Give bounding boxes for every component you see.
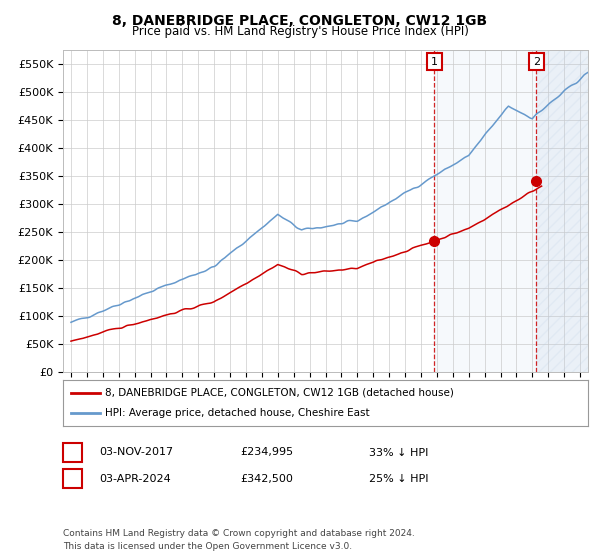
Text: HPI: Average price, detached house, Cheshire East: HPI: Average price, detached house, Ches… (105, 408, 370, 418)
Text: 1: 1 (431, 57, 438, 67)
Text: 03-APR-2024: 03-APR-2024 (99, 474, 171, 484)
Bar (536, 50, 588, 372)
Text: £234,995: £234,995 (240, 447, 293, 458)
Text: 2: 2 (533, 57, 540, 67)
Text: 25% ↓ HPI: 25% ↓ HPI (369, 474, 428, 484)
Text: Contains HM Land Registry data © Crown copyright and database right 2024.
This d: Contains HM Land Registry data © Crown c… (63, 529, 415, 550)
Bar (434, 50, 588, 372)
Text: 33% ↓ HPI: 33% ↓ HPI (369, 447, 428, 458)
Text: Price paid vs. HM Land Registry's House Price Index (HPI): Price paid vs. HM Land Registry's House … (131, 25, 469, 38)
Text: 8, DANEBRIDGE PLACE, CONGLETON, CW12 1GB: 8, DANEBRIDGE PLACE, CONGLETON, CW12 1GB (112, 14, 488, 28)
Text: 03-NOV-2017: 03-NOV-2017 (99, 447, 173, 458)
Text: £342,500: £342,500 (240, 474, 293, 484)
Text: 2: 2 (69, 474, 76, 484)
Text: 1: 1 (69, 447, 76, 458)
Text: 8, DANEBRIDGE PLACE, CONGLETON, CW12 1GB (detached house): 8, DANEBRIDGE PLACE, CONGLETON, CW12 1GB… (105, 388, 454, 398)
